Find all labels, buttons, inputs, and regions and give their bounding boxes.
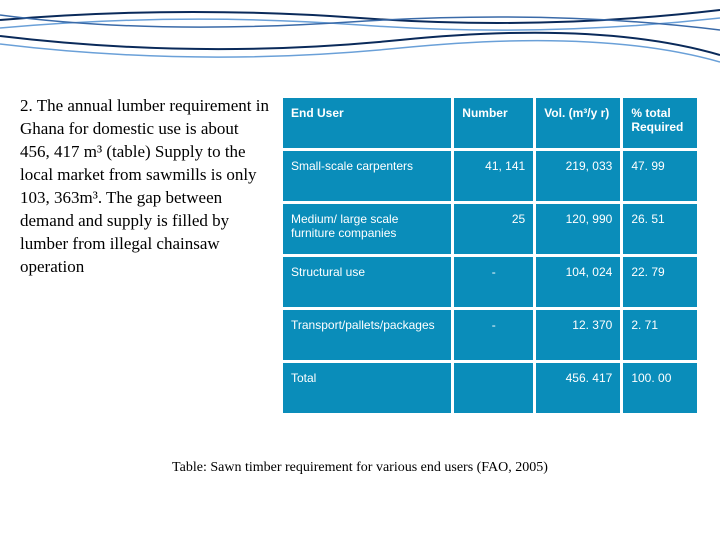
cell-pct: 100. 00 bbox=[623, 363, 697, 413]
cell-end-user: Small-scale carpenters bbox=[283, 151, 451, 201]
cell-vol: 456. 417 bbox=[536, 363, 620, 413]
th-pct: % total Required bbox=[623, 98, 697, 148]
cell-end-user: Transport/pallets/packages bbox=[283, 310, 451, 360]
table-caption: Table: Sawn timber requirement for vario… bbox=[0, 460, 720, 476]
cell-pct: 22. 79 bbox=[623, 257, 697, 307]
cell-vol: 120, 990 bbox=[536, 204, 620, 254]
cell-vol: 104, 024 bbox=[536, 257, 620, 307]
cell-number: 25 bbox=[454, 204, 533, 254]
cell-end-user: Total bbox=[283, 363, 451, 413]
cell-end-user: Structural use bbox=[283, 257, 451, 307]
cell-number: - bbox=[454, 310, 533, 360]
th-number: Number bbox=[454, 98, 533, 148]
decorative-lines bbox=[0, 0, 720, 70]
body-paragraph: 2. The annual lumber requirement in Ghan… bbox=[20, 95, 270, 416]
cell-pct: 47. 99 bbox=[623, 151, 697, 201]
table-row: Structural use - 104, 024 22. 79 bbox=[283, 257, 697, 307]
cell-number bbox=[454, 363, 533, 413]
table-row-total: Total 456. 417 100. 00 bbox=[283, 363, 697, 413]
cell-vol: 219, 033 bbox=[536, 151, 620, 201]
cell-pct: 26. 51 bbox=[623, 204, 697, 254]
cell-number: 41, 141 bbox=[454, 151, 533, 201]
cell-pct: 2. 71 bbox=[623, 310, 697, 360]
table-row: Medium/ large scale furniture companies … bbox=[283, 204, 697, 254]
table-header-row: End User Number Vol. (m³/y r) % total Re… bbox=[283, 98, 697, 148]
requirement-table: End User Number Vol. (m³/y r) % total Re… bbox=[280, 95, 700, 416]
table-body: Small-scale carpenters 41, 141 219, 033 … bbox=[283, 151, 697, 413]
table-row: Small-scale carpenters 41, 141 219, 033 … bbox=[283, 151, 697, 201]
cell-vol: 12. 370 bbox=[536, 310, 620, 360]
th-end-user: End User bbox=[283, 98, 451, 148]
table-row: Transport/pallets/packages - 12. 370 2. … bbox=[283, 310, 697, 360]
cell-number: - bbox=[454, 257, 533, 307]
cell-end-user: Medium/ large scale furniture companies bbox=[283, 204, 451, 254]
th-vol: Vol. (m³/y r) bbox=[536, 98, 620, 148]
